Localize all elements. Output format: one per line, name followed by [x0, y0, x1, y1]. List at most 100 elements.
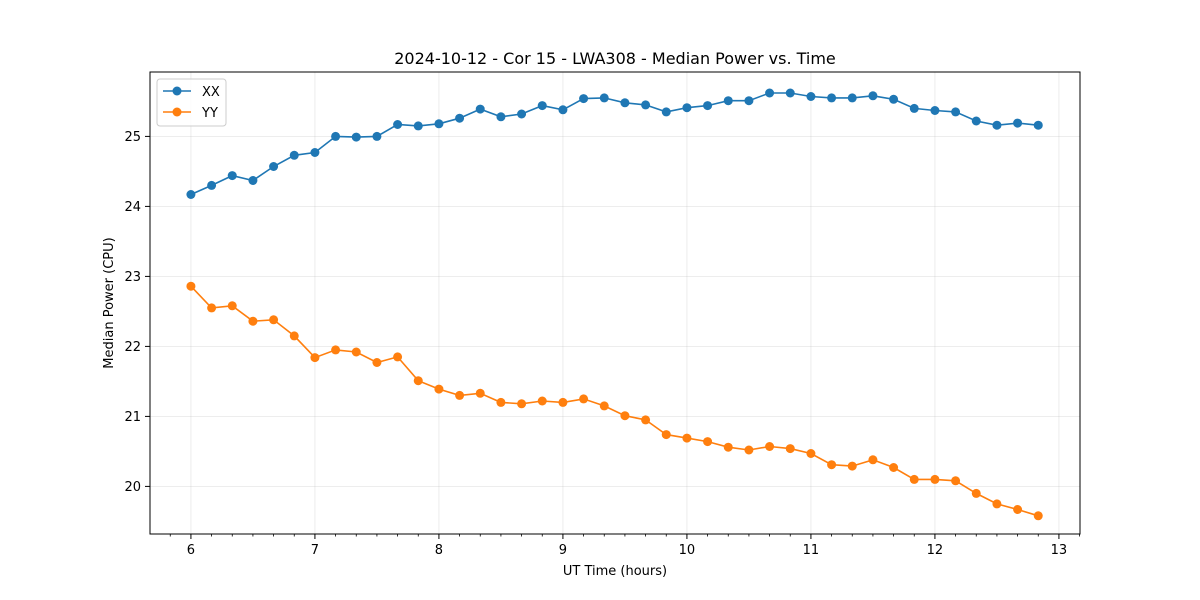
- data-point-xx: [455, 113, 465, 123]
- data-point-yy: [951, 476, 961, 486]
- data-point-yy: [537, 396, 547, 406]
- data-point-yy: [744, 445, 754, 455]
- y-tick-label: 24: [124, 200, 141, 215]
- data-point-yy: [393, 352, 403, 362]
- data-point-yy: [868, 455, 878, 465]
- data-point-yy: [1033, 511, 1043, 521]
- data-point-yy: [971, 488, 981, 498]
- data-point-xx: [207, 180, 217, 190]
- x-tick-label: 9: [559, 543, 567, 558]
- data-point-xx: [765, 88, 775, 98]
- data-point-yy: [186, 281, 196, 291]
- data-point-yy: [889, 463, 899, 472]
- data-point-yy: [372, 358, 382, 367]
- y-tick-label: 21: [124, 410, 141, 425]
- data-point-yy: [475, 388, 485, 398]
- data-point-xx: [723, 96, 733, 106]
- data-point-yy: [682, 433, 692, 443]
- data-point-xx: [641, 100, 651, 110]
- data-point-yy: [413, 376, 423, 386]
- data-point-xx: [248, 176, 258, 185]
- data-point-xx: [1033, 120, 1043, 130]
- data-point-xx: [868, 91, 878, 101]
- data-point-yy: [827, 460, 837, 470]
- x-tick-label: 7: [311, 543, 319, 558]
- x-tick-label: 13: [1051, 543, 1068, 558]
- data-point-yy: [579, 394, 589, 404]
- x-tick-label: 10: [679, 543, 696, 558]
- data-point-yy: [455, 390, 465, 400]
- data-point-yy: [331, 345, 341, 355]
- legend-marker-xx: [172, 86, 182, 96]
- data-point-xx: [496, 112, 506, 122]
- data-point-yy: [847, 461, 857, 471]
- x-tick-label: 12: [927, 543, 944, 558]
- data-point-xx: [930, 106, 940, 115]
- data-point-xx: [475, 104, 485, 114]
- data-point-xx: [703, 101, 713, 111]
- data-point-xx: [847, 93, 857, 103]
- data-point-yy: [517, 399, 527, 409]
- data-point-yy: [558, 397, 568, 407]
- series-yy: [186, 281, 1043, 521]
- data-point-xx: [434, 119, 444, 129]
- data-point-yy: [661, 430, 671, 440]
- data-point-xx: [227, 171, 237, 181]
- data-point-yy: [289, 331, 299, 341]
- data-point-xx: [351, 132, 361, 142]
- plot-frame: [149, 71, 1081, 535]
- data-point-xx: [620, 98, 630, 108]
- data-point-xx: [579, 94, 589, 104]
- data-point-yy: [909, 474, 919, 484]
- data-point-yy: [434, 384, 444, 394]
- data-point-xx: [310, 148, 320, 157]
- data-point-yy: [227, 301, 237, 311]
- chart-title: 2024-10-12 - Cor 15 - LWA308 - Median Po…: [394, 49, 836, 68]
- data-point-xx: [992, 120, 1002, 130]
- data-point-xx: [413, 121, 423, 131]
- data-point-xx: [537, 101, 547, 111]
- data-point-xx: [889, 94, 899, 104]
- data-point-xx: [517, 109, 527, 119]
- data-point-xx: [971, 116, 981, 126]
- grid: [150, 72, 1080, 534]
- data-point-yy: [310, 353, 320, 363]
- axis-ticks: 6 7 8 9 10 11 12 13 20 21 22 23 24 25: [124, 130, 1080, 558]
- data-point-yy: [269, 315, 279, 325]
- data-point-yy: [599, 401, 609, 411]
- y-tick-label: 23: [124, 270, 141, 285]
- data-point-xx: [827, 93, 837, 103]
- y-axis-label: Median Power (CPU): [102, 237, 117, 368]
- data-point-xx: [785, 88, 795, 98]
- data-point-yy: [1013, 505, 1023, 514]
- data-point-yy: [723, 442, 733, 452]
- y-tick-label: 25: [124, 130, 141, 145]
- data-point-xx: [661, 107, 671, 117]
- data-point-xx: [558, 105, 568, 115]
- legend: XX YY: [156, 78, 227, 127]
- data-point-xx: [289, 150, 299, 160]
- legend-label-yy: YY: [201, 106, 218, 121]
- series-xx: [186, 88, 1043, 199]
- legend-label-xx: XX: [202, 85, 220, 100]
- data-point-xx: [269, 162, 279, 171]
- data-point-xx: [1013, 118, 1023, 128]
- data-point-xx: [393, 120, 403, 129]
- data-point-xx: [951, 107, 961, 117]
- data-point-xx: [186, 190, 196, 199]
- x-tick-label: 6: [187, 543, 195, 558]
- data-point-yy: [765, 442, 775, 451]
- data-point-yy: [620, 411, 630, 421]
- data-point-yy: [930, 474, 940, 484]
- data-point-yy: [785, 444, 795, 454]
- data-point-yy: [248, 316, 258, 326]
- data-point-yy: [703, 437, 713, 447]
- data-point-yy: [351, 347, 361, 357]
- x-tick-label: 8: [435, 543, 443, 558]
- y-tick-label: 22: [124, 340, 141, 355]
- data-point-yy: [992, 499, 1002, 509]
- legend-marker-yy: [172, 107, 182, 117]
- x-tick-label: 11: [803, 543, 820, 558]
- data-point-xx: [744, 96, 754, 106]
